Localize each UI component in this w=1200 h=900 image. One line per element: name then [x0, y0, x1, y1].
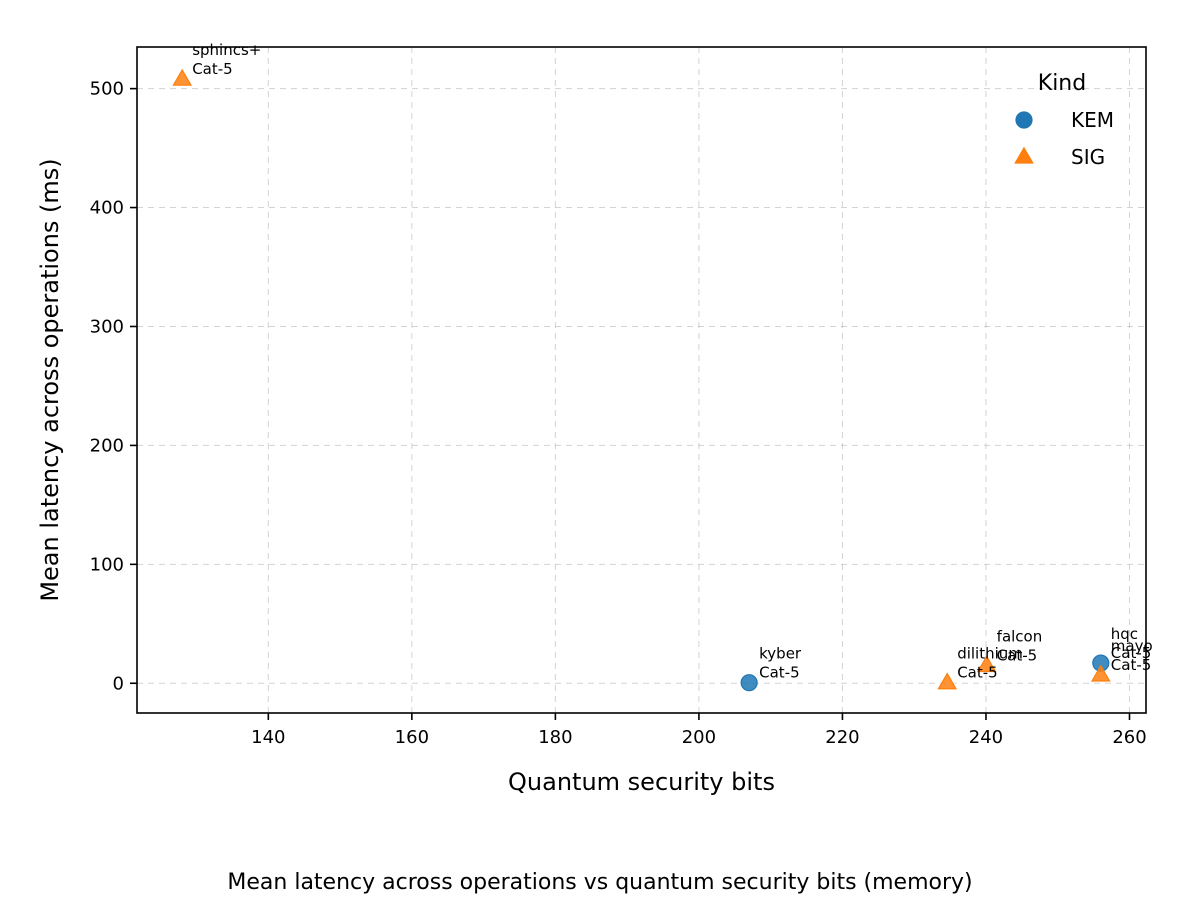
- point-sig-0: [172, 68, 193, 86]
- point-label-sig-1-cat: Cat-5: [957, 664, 998, 682]
- point-label-sig-0-cat: Cat-5: [192, 60, 233, 78]
- point-sig-3: [1090, 664, 1111, 682]
- data-points: [172, 68, 1111, 692]
- y-axis-label: Mean latency across operations (ms): [36, 158, 64, 601]
- x-tick-label-0: 140: [251, 727, 285, 748]
- point-label-sig-1-name: dilithium: [957, 645, 1023, 663]
- x-tick-label-6: 260: [1112, 727, 1146, 748]
- y-tick-label-5: 500: [90, 79, 124, 100]
- point-label-sig-2-cat: Cat-5: [997, 646, 1038, 664]
- y-tick-label-4: 400: [90, 198, 124, 219]
- x-tick-label-5: 240: [969, 727, 1003, 748]
- point-sig-2: [976, 655, 997, 673]
- point-label-kem-1-name: hqc: [1111, 625, 1138, 643]
- legend-entries: KEM SIG: [1014, 108, 1114, 169]
- y-tick-label-1: 100: [90, 554, 124, 575]
- point-label-sig-2-name: falcon: [997, 627, 1043, 645]
- point-label-kem-0-cat: Cat-5: [759, 664, 800, 682]
- legend-title: Kind: [1038, 71, 1086, 96]
- y-tick-label-3: 300: [90, 316, 124, 337]
- legend-label-kem: KEM: [1071, 108, 1114, 132]
- point-label-kem-0-name: kyber: [759, 645, 802, 663]
- legend-marker-kem: [1015, 111, 1033, 129]
- grid-lines: [137, 47, 1146, 713]
- point-annotations: kyberCat-5hqcCat-5sphincs+Cat-5dilithium…: [192, 41, 1152, 682]
- point-label-kem-1-cat: Cat-5: [1111, 644, 1152, 662]
- point-label-sig-0-name: sphincs+: [192, 41, 261, 59]
- plot-frame: [136, 46, 1147, 714]
- point-kem-0: [740, 674, 758, 692]
- x-tick-label-3: 200: [682, 727, 716, 748]
- point-sig-1: [937, 672, 958, 690]
- point-label-sig-3-name: mayo: [1111, 637, 1153, 655]
- y-tick-label-0: 0: [113, 673, 124, 694]
- x-tick-label-4: 220: [825, 727, 859, 748]
- x-tick-label-2: 180: [538, 727, 572, 748]
- chart-caption: Mean latency across operations vs quantu…: [227, 870, 972, 895]
- legend-label-sig: SIG: [1071, 145, 1105, 169]
- x-axis-label: Quantum security bits: [508, 768, 775, 796]
- legend: Kind KEM SIG: [1014, 71, 1114, 169]
- x-tick-label-1: 160: [395, 727, 429, 748]
- point-label-sig-3-cat: Cat-5: [1111, 656, 1152, 674]
- legend-marker-sig: [1014, 146, 1034, 164]
- y-tick-label-2: 200: [90, 435, 124, 456]
- axis-ticks: 140 160 180 200 220 240 260 0 100 200 300 400 500: [90, 79, 1147, 748]
